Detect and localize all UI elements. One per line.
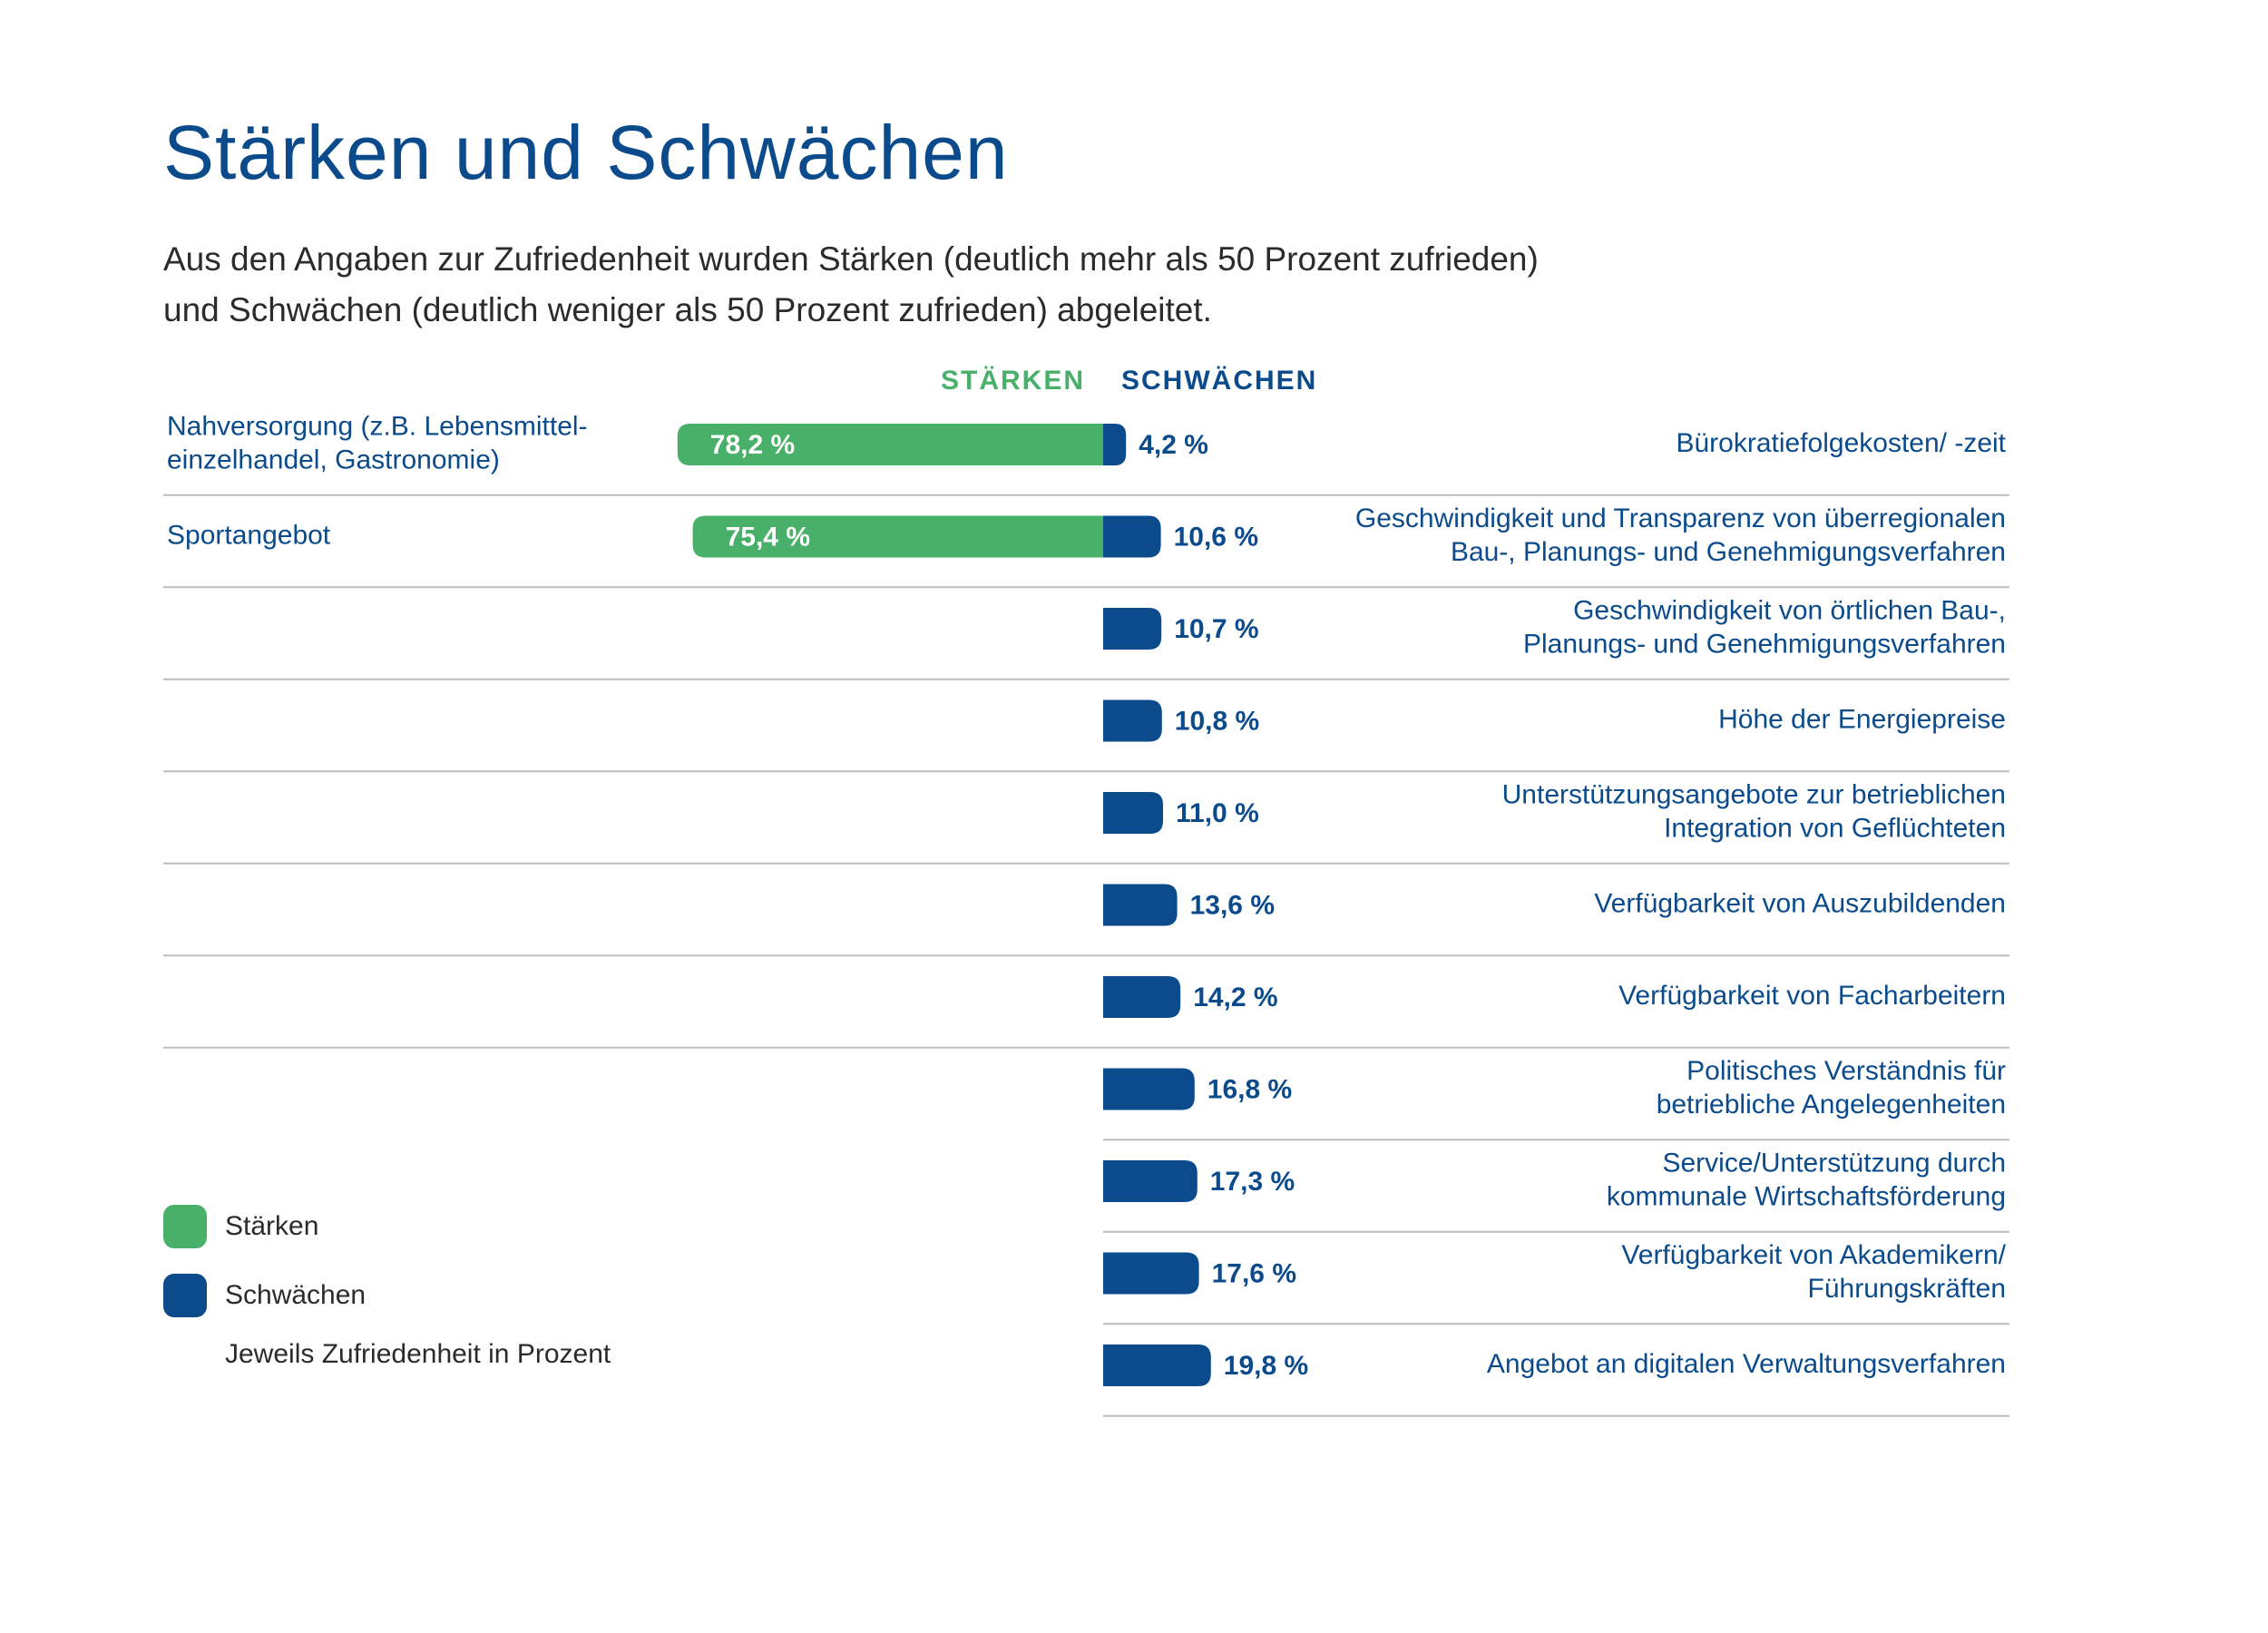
legend-note: Jeweils Zufriedenheit in Prozent (225, 1339, 611, 1369)
bar-weakness (1103, 976, 1181, 1018)
category-label-weakness: betriebliche Angelegenheiten (1657, 1090, 2006, 1120)
bar-weakness (1103, 1252, 1199, 1295)
category-label-strength: Nahversorgung (z.B. Lebensmittel- (167, 411, 588, 441)
category-label-weakness: Verfügbarkeit von Auszubildenden (1594, 888, 2006, 918)
legend-label-weaknesses: Schwächen (225, 1280, 367, 1310)
category-label-weakness: Integration von Geflüchteten (1664, 813, 2006, 843)
category-label-weakness: Politisches Verständnis für (1686, 1056, 2006, 1086)
subtitle-line-2: und Schwächen (deutlich weniger als 50 P… (163, 291, 1212, 328)
category-label-weakness: Führungskräften (1808, 1274, 2006, 1304)
value-label-weakness: 16,8 % (1207, 1074, 1292, 1104)
value-label-weakness: 13,6 % (1190, 890, 1275, 920)
value-label-weakness: 17,6 % (1212, 1258, 1296, 1288)
value-label-strength: 78,2 % (710, 430, 795, 460)
bar-weakness (1103, 608, 1162, 650)
bar-weakness (1103, 1068, 1195, 1110)
value-label-strength: 75,4 % (726, 522, 810, 552)
category-label-weakness: Geschwindigkeit und Transparenz von über… (1355, 504, 2006, 533)
category-label-weakness: Höhe der Energiepreise (1718, 704, 2006, 734)
bar-weakness (1103, 884, 1178, 926)
column-header-strengths: STÄRKEN (940, 366, 1085, 396)
legend: Stärken Schwächen Jeweils Zufriedenheit … (163, 1205, 611, 1370)
column-header-weaknesses: SCHWÄCHEN (1121, 366, 1318, 396)
category-label-strength: einzelhandel, Gastronomie) (167, 445, 500, 474)
legend-label-strengths: Stärken (225, 1211, 319, 1241)
category-label-weakness: Geschwindigkeit von örtlichen Bau-, (1573, 595, 2006, 625)
value-label-weakness: 10,8 % (1175, 706, 1259, 736)
bar-weakness (1103, 1160, 1198, 1202)
value-label-weakness: 10,6 % (1174, 522, 1258, 552)
page-title: Stärken und Schwächen (163, 110, 1009, 195)
category-label-weakness: Planungs- und Genehmigungsverfahren (1523, 629, 2006, 659)
value-label-weakness: 17,3 % (1210, 1167, 1295, 1197)
category-label-weakness: Unterstützungsangebote zur betrieblichen (1502, 779, 2006, 809)
category-label-strength: Sportangebot (167, 520, 331, 550)
value-label-weakness: 14,2 % (1193, 983, 1277, 1012)
category-label-weakness: Verfügbarkeit von Akademikern/ (1621, 1240, 2006, 1270)
bar-weakness (1103, 792, 1163, 834)
legend-swatch-strengths (163, 1205, 207, 1248)
subtitle-line-1: Aus den Angaben zur Zufriedenheit wurden… (163, 240, 1539, 278)
category-label-weakness: Bau-, Planungs- und Genehmigungsverfahre… (1451, 537, 2006, 567)
legend-item-strengths: Stärken (163, 1205, 611, 1248)
bar-weakness (1103, 424, 1127, 465)
value-label-weakness: 11,0 % (1176, 798, 1259, 828)
bar-weakness (1103, 699, 1162, 742)
subtitle: Aus den Angaben zur Zufriedenheit wurden… (163, 234, 1706, 336)
bar-weakness (1103, 1345, 1211, 1386)
category-label-weakness: kommunale Wirtschaftsförderung (1607, 1181, 2006, 1211)
bar-weakness (1103, 515, 1161, 558)
value-label-weakness: 10,7 % (1174, 614, 1258, 644)
bar-strength (692, 515, 1103, 558)
category-label-weakness: Angebot an digitalen Verwaltungsverfahre… (1487, 1349, 2006, 1379)
category-label-weakness: Verfügbarkeit von Facharbeitern (1618, 981, 2006, 1011)
bar-strength (677, 424, 1103, 465)
legend-swatch-weaknesses (163, 1274, 207, 1317)
value-label-weakness: 19,8 % (1224, 1351, 1308, 1381)
category-label-weakness: Bürokratiefolgekosten/ -zeit (1676, 428, 2006, 458)
value-label-weakness: 4,2 % (1139, 430, 1208, 460)
legend-item-weaknesses: Schwächen (163, 1274, 611, 1317)
category-label-weakness: Service/Unterstützung durch (1662, 1148, 2006, 1178)
